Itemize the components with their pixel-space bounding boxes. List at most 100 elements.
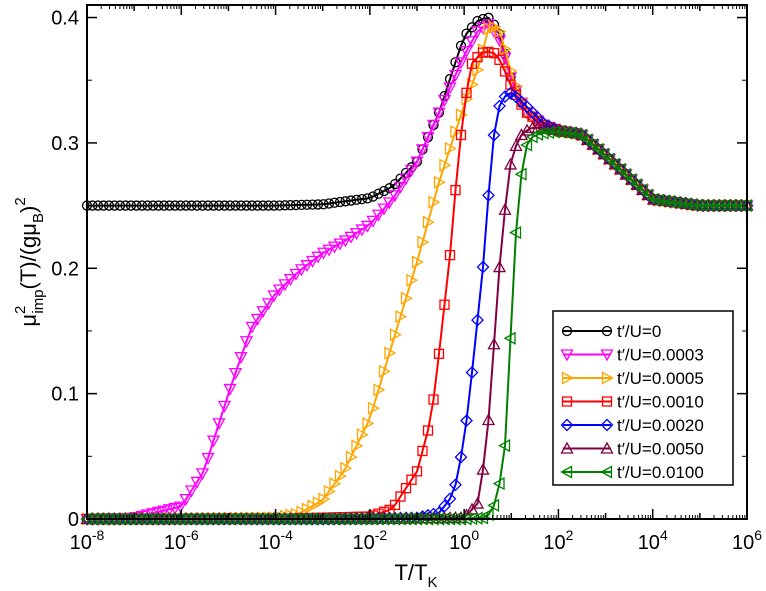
data-point [454,57,468,70]
x-tick-label-base: 10 [164,532,186,554]
data-point [608,157,621,171]
data-point [498,90,512,103]
data-point [428,394,439,405]
data-point [505,64,518,78]
data-point [345,450,358,464]
data-point [201,452,215,465]
y-axis-label-sup: 2 [12,306,29,314]
data-point [230,200,241,211]
data-point [422,425,434,436]
data-point [235,200,247,211]
data-point [472,63,485,77]
data-point [356,428,369,442]
data-point [389,178,401,190]
data-point [426,119,441,132]
data-point [652,193,665,207]
plot-axes-layer: 10-8 10-6 10-4 10-2 100 102 104 10600.10.20.30.… [12,5,762,591]
data-point [439,158,452,172]
x-tick-label-exponent: 2 [566,527,574,543]
y-tick-label: 0 [68,509,79,531]
data-point [158,200,170,211]
data-point [290,199,302,211]
x-tick-label: 10-2 [353,527,388,554]
data-point [439,299,450,310]
data-point [454,450,468,464]
legend-entry: t′/U=0 [561,322,661,341]
data-point [586,137,599,152]
data-point [663,195,676,209]
data-point [285,200,296,211]
data-point [520,138,533,152]
data-point [351,439,364,453]
data-point [305,255,320,268]
data-point [316,247,331,260]
data-point [109,200,120,211]
data-point [624,172,637,187]
data-point [268,200,280,211]
data-point [366,215,380,228]
data-point [569,127,582,141]
data-point [410,156,424,169]
data-point [411,255,424,269]
data-point [136,200,148,211]
x-tick-label: 100 [449,527,479,554]
data-point [503,331,516,345]
data-point [558,125,571,140]
legend-marker [601,325,613,337]
data-point [465,36,479,49]
data-point [619,167,632,182]
x-tick-label-exponent: -2 [375,527,388,543]
data-point [378,364,391,379]
legend-marker [600,349,614,362]
data-point [487,337,501,350]
data-point [329,197,340,208]
data-point [219,200,230,211]
y-tick-label: 0.1 [51,384,79,406]
x-tick-label-exponent: -8 [92,527,105,543]
data-point [685,197,698,212]
data-point [307,199,318,210]
data-point [356,193,368,205]
data-point [564,126,577,140]
data-point [186,200,197,211]
data-point [195,468,210,481]
data-point [323,198,335,209]
data-point [261,298,276,311]
data-point [641,188,655,202]
data-point [384,346,397,360]
legend-marker [600,441,614,454]
data-point [340,461,353,475]
data-point [448,69,463,82]
legend-marker [561,325,573,337]
data-point [461,87,472,98]
legend-marker [601,396,613,407]
data-point [371,209,386,222]
data-point [498,202,512,215]
legend-entry: t′/U=0.0003 [560,346,704,365]
data-point [443,492,457,506]
data-point [208,200,219,211]
data-point [476,511,489,525]
data-point [450,184,461,196]
legend-label: t′/U=0.0050 [617,440,704,459]
data-point [444,250,456,261]
data-point [466,58,478,69]
data-point [228,367,243,380]
data-point [641,188,654,202]
data-point [180,200,192,211]
data-point [378,185,390,197]
data-point [272,284,287,297]
data-point [318,199,329,210]
data-point [443,82,457,95]
data-point [492,260,507,273]
data-point [190,476,204,489]
data-point [334,196,346,208]
x-axis-label: T/TK [394,560,437,591]
x-tick-label-exponent: 6 [754,527,762,543]
data-point [98,200,109,211]
x-tick-label-base: 10 [449,532,471,554]
data-point [547,125,560,139]
data-point [103,200,115,211]
y-axis-label-group: μ2imp(T)/(gμB)2 [12,197,47,326]
data-point [406,474,417,485]
